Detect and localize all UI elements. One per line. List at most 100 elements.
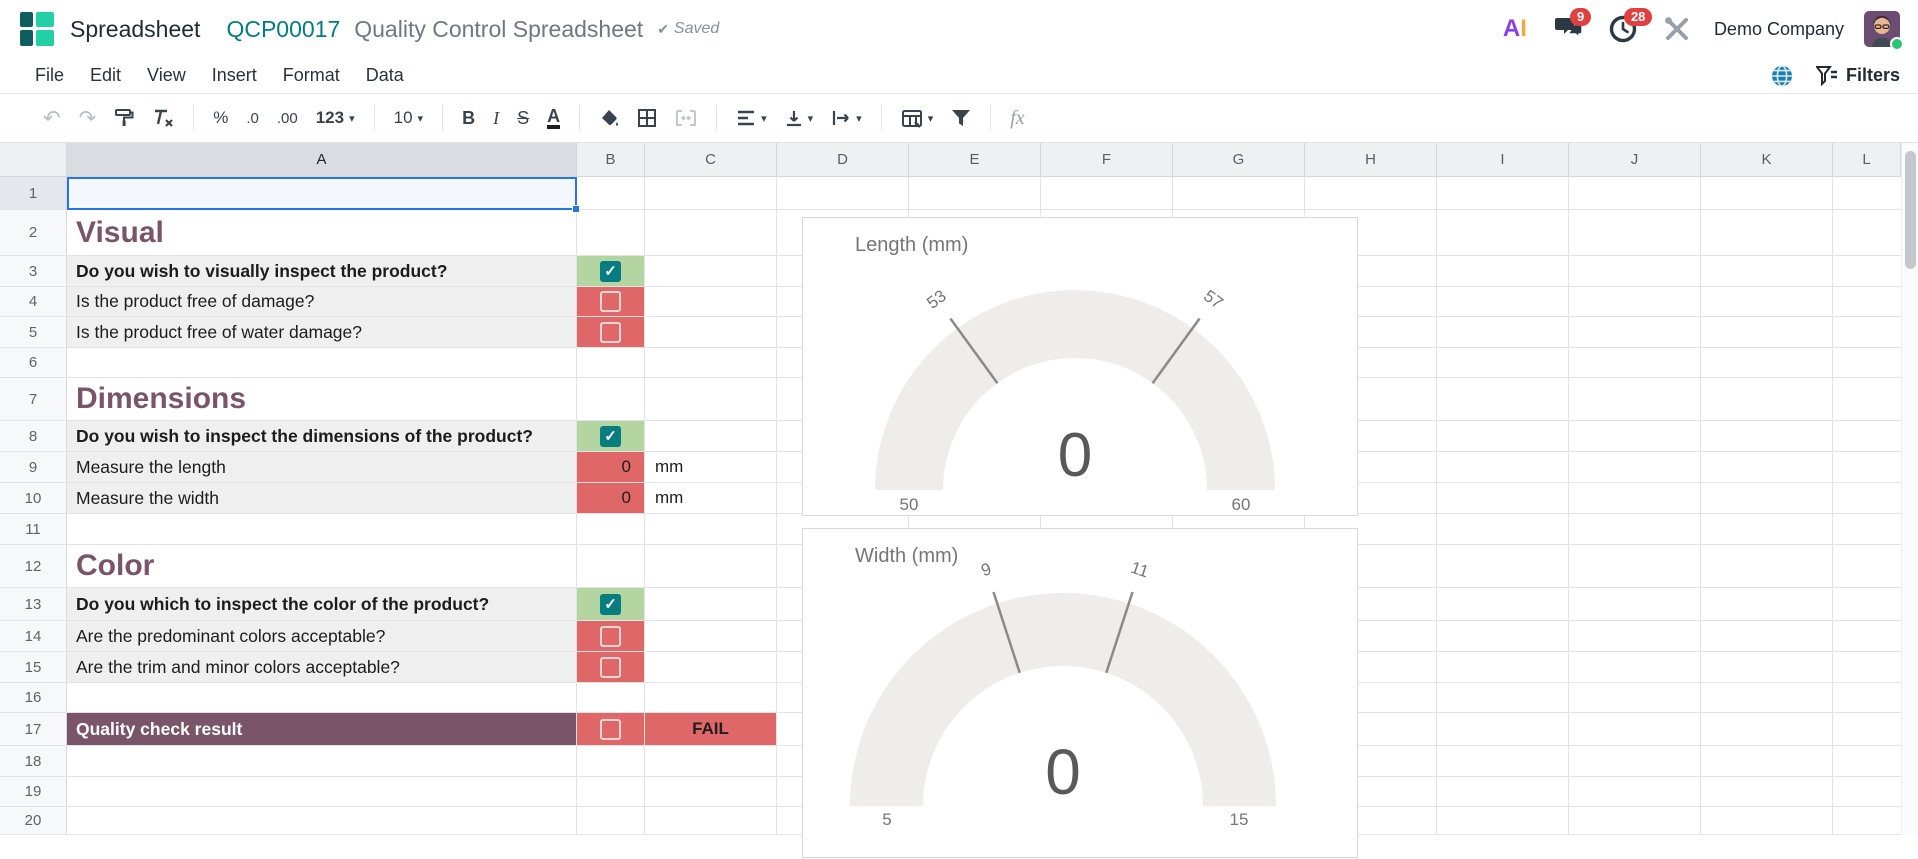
checkbox-B4[interactable] bbox=[600, 291, 621, 312]
user-avatar[interactable] bbox=[1864, 11, 1904, 51]
row-header-4[interactable]: 4 bbox=[0, 287, 67, 316]
cell-C2[interactable] bbox=[645, 210, 777, 255]
row-header-6[interactable]: 6 bbox=[0, 348, 67, 377]
undo-button[interactable]: ↶ bbox=[43, 106, 61, 130]
insert-table-dropdown[interactable]: ▾ bbox=[892, 101, 943, 135]
fill-handle[interactable] bbox=[572, 205, 580, 213]
cell-C7[interactable] bbox=[645, 378, 777, 420]
checkbox-B5[interactable] bbox=[600, 321, 621, 343]
cell-B9[interactable]: 0 bbox=[577, 452, 645, 482]
cell-A10[interactable]: Measure the width bbox=[67, 483, 577, 513]
column-header-I[interactable]: I bbox=[1437, 143, 1569, 176]
cell-B4[interactable] bbox=[577, 287, 645, 316]
cell-C8[interactable] bbox=[645, 421, 777, 451]
cell-C15[interactable] bbox=[645, 652, 777, 682]
decrease-decimal-button[interactable]: .0 bbox=[246, 109, 259, 127]
cell-C14[interactable] bbox=[645, 621, 777, 651]
cell-A2[interactable]: Visual bbox=[67, 210, 577, 255]
cell-B2[interactable] bbox=[577, 210, 645, 255]
font-size-dropdown[interactable]: 10 ▾ bbox=[393, 108, 424, 127]
bold-button[interactable]: B bbox=[462, 107, 476, 128]
cell-C18[interactable] bbox=[645, 746, 777, 776]
cell-B7[interactable] bbox=[577, 378, 645, 420]
cell-B5[interactable] bbox=[577, 317, 645, 347]
column-header-L[interactable]: L bbox=[1833, 143, 1901, 176]
merge-cells-button[interactable] bbox=[666, 101, 706, 135]
column-header-D[interactable]: D bbox=[777, 143, 909, 176]
cell-B17[interactable] bbox=[577, 713, 645, 745]
cell-B14[interactable] bbox=[577, 621, 645, 651]
cell-C6[interactable] bbox=[645, 348, 777, 377]
row-header-13[interactable]: 13 bbox=[0, 588, 67, 620]
cell-C13[interactable] bbox=[645, 588, 777, 620]
cell-A11[interactable] bbox=[67, 514, 577, 544]
column-header-B[interactable]: B bbox=[577, 143, 645, 176]
cell-A14[interactable]: Are the predominant colors acceptable? bbox=[67, 621, 577, 651]
cell-A4[interactable]: Is the product free of damage? bbox=[67, 287, 577, 316]
checkbox-B17[interactable] bbox=[600, 718, 621, 740]
cell-A5[interactable]: Is the product free of water damage? bbox=[67, 317, 577, 347]
cell-A9[interactable]: Measure the length bbox=[67, 452, 577, 482]
cell-A7[interactable]: Dimensions bbox=[67, 378, 577, 420]
cell-A20[interactable] bbox=[67, 807, 577, 834]
select-all-corner[interactable] bbox=[0, 143, 67, 176]
column-header-G[interactable]: G bbox=[1173, 143, 1305, 176]
column-header-C[interactable]: C bbox=[645, 143, 777, 176]
fill-color-button[interactable] bbox=[590, 101, 628, 135]
company-name[interactable]: Demo Company bbox=[1713, 18, 1844, 39]
clear-format-button[interactable] bbox=[143, 101, 183, 135]
cell-B3[interactable]: ✓ bbox=[577, 256, 645, 286]
cell-A12[interactable]: Color bbox=[67, 545, 577, 587]
percent-format-button[interactable]: % bbox=[213, 108, 229, 127]
strikethrough-button[interactable]: S bbox=[517, 107, 530, 128]
row-header-11[interactable]: 11 bbox=[0, 514, 67, 544]
doc-reference-link[interactable]: QCP00017 bbox=[226, 15, 341, 42]
row-header-17[interactable]: 17 bbox=[0, 713, 67, 745]
column-header-H[interactable]: H bbox=[1305, 143, 1437, 176]
cell-A3[interactable]: Do you wish to visually inspect the prod… bbox=[67, 256, 577, 286]
cell-B19[interactable] bbox=[577, 777, 645, 806]
row-header-1[interactable]: 1 bbox=[0, 177, 67, 209]
cell-C16[interactable] bbox=[645, 683, 777, 712]
cell-B15[interactable] bbox=[577, 652, 645, 682]
cell-B18[interactable] bbox=[577, 746, 645, 776]
increase-decimal-button[interactable]: .00 bbox=[276, 109, 298, 127]
cell-B11[interactable] bbox=[577, 514, 645, 544]
cell-C17[interactable]: FAIL bbox=[645, 713, 777, 745]
cell-A18[interactable] bbox=[67, 746, 577, 776]
cell-A15[interactable]: Are the trim and minor colors acceptable… bbox=[67, 652, 577, 682]
filter-button[interactable] bbox=[942, 101, 980, 135]
row-header-18[interactable]: 18 bbox=[0, 746, 67, 776]
column-header-E[interactable]: E bbox=[909, 143, 1041, 176]
cell-A6[interactable] bbox=[67, 348, 577, 377]
cell-C20[interactable] bbox=[645, 807, 777, 834]
text-color-button[interactable]: A bbox=[538, 101, 569, 135]
menu-format[interactable]: Format bbox=[282, 65, 340, 85]
cell-C11[interactable] bbox=[645, 514, 777, 544]
cell-B20[interactable] bbox=[577, 807, 645, 834]
row-header-9[interactable]: 9 bbox=[0, 452, 67, 482]
row-header-12[interactable]: 12 bbox=[0, 545, 67, 587]
checkbox-B3[interactable]: ✓ bbox=[600, 260, 621, 282]
row-header-16[interactable]: 16 bbox=[0, 683, 67, 712]
cell-A16[interactable] bbox=[67, 683, 577, 712]
checkbox-B15[interactable] bbox=[600, 656, 621, 678]
row-header-7[interactable]: 7 bbox=[0, 378, 67, 420]
cell-B12[interactable] bbox=[577, 545, 645, 587]
cell-A19[interactable] bbox=[67, 777, 577, 806]
row-header-5[interactable]: 5 bbox=[0, 317, 67, 347]
cell-B1[interactable] bbox=[577, 177, 645, 209]
column-header-F[interactable]: F bbox=[1041, 143, 1173, 176]
cell-C12[interactable] bbox=[645, 545, 777, 587]
menu-edit[interactable]: Edit bbox=[90, 65, 122, 85]
gauge-chart-length[interactable]: Length (mm) 53 57 50 60 0 bbox=[802, 217, 1358, 516]
menu-view[interactable]: View bbox=[147, 65, 186, 85]
cell-C9[interactable]: mm bbox=[645, 452, 777, 482]
cell-C5[interactable] bbox=[645, 317, 777, 347]
doc-title[interactable]: Quality Control Spreadsheet bbox=[354, 15, 644, 42]
cell-C4[interactable] bbox=[645, 287, 777, 316]
formula-input[interactable] bbox=[1034, 94, 1918, 142]
row-header-2[interactable]: 2 bbox=[0, 210, 67, 255]
menu-file[interactable]: File bbox=[35, 65, 65, 85]
redo-button[interactable]: ↷ bbox=[78, 106, 97, 130]
